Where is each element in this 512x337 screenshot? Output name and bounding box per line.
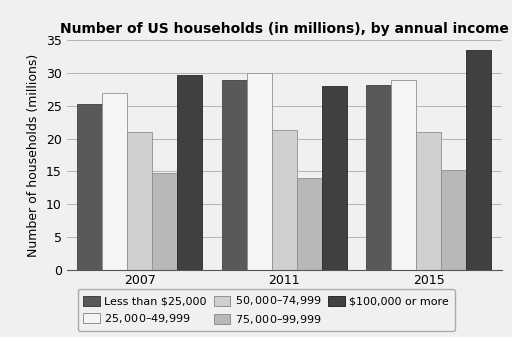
Bar bbox=[247, 73, 272, 270]
Bar bbox=[416, 132, 441, 270]
Legend: Less than $25,000, $25,000–$49,999, $50,000–$74,999, $75,000–$99,999, $100,000 o: Less than $25,000, $25,000–$49,999, $50,… bbox=[78, 289, 455, 332]
Bar bbox=[466, 50, 491, 270]
Bar bbox=[177, 75, 202, 270]
Bar bbox=[102, 93, 127, 270]
Bar bbox=[296, 178, 322, 270]
X-axis label: Year: Year bbox=[269, 293, 300, 306]
Bar bbox=[222, 80, 247, 270]
Y-axis label: Number of households (millions): Number of households (millions) bbox=[27, 53, 40, 257]
Bar bbox=[127, 132, 152, 270]
Bar bbox=[322, 86, 347, 270]
Bar bbox=[366, 85, 391, 270]
Title: Number of US households (in millions), by annual income: Number of US households (in millions), b… bbox=[60, 23, 508, 36]
Bar bbox=[441, 170, 466, 270]
Bar bbox=[152, 173, 177, 270]
Bar bbox=[272, 130, 296, 270]
Bar bbox=[391, 80, 416, 270]
Bar bbox=[77, 104, 102, 270]
